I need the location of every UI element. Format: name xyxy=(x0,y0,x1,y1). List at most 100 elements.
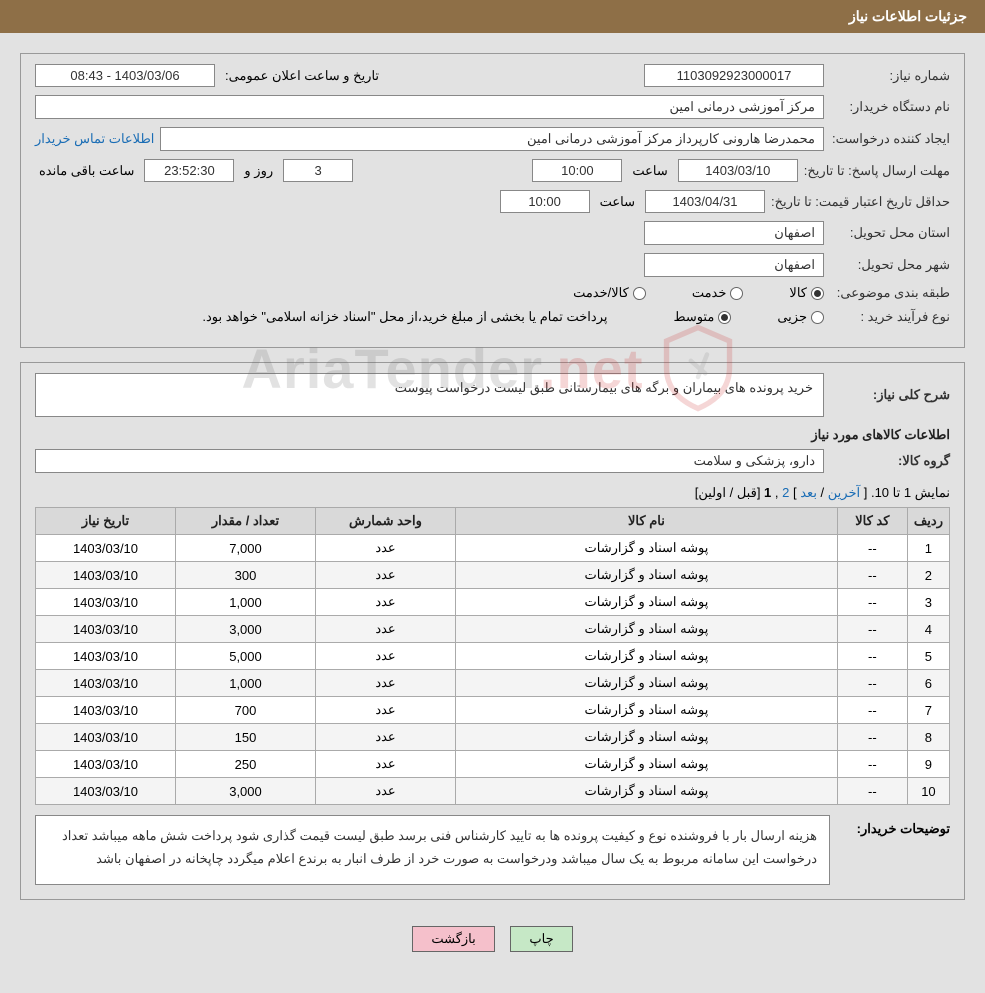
process-partial-radio[interactable]: جزیی xyxy=(777,309,824,325)
table-cell-code: -- xyxy=(837,670,907,697)
table-cell-name: پوشه اسناد و گزارشات xyxy=(456,670,838,697)
table-cell-code: -- xyxy=(837,751,907,778)
table-cell-code: -- xyxy=(837,589,907,616)
hour-label-2: ساعت xyxy=(600,194,635,210)
action-bar: چاپ بازگشت xyxy=(20,914,965,958)
group-label: گروه کالا: xyxy=(830,453,950,469)
hour-label-1: ساعت xyxy=(632,163,667,179)
table-cell-code: -- xyxy=(837,697,907,724)
back-button[interactable]: بازگشت xyxy=(412,926,494,952)
table-cell-name: پوشه اسناد و گزارشات xyxy=(456,562,838,589)
need-panel: شرح کلی نیاز: خرید پرونده های بیماران و … xyxy=(20,362,965,900)
table-cell-unit: عدد xyxy=(316,616,456,643)
process-label: نوع فرآیند خرید : xyxy=(830,309,950,325)
table-cell-n: 6 xyxy=(907,670,949,697)
table-cell-qty: 3,000 xyxy=(176,616,316,643)
pagination-page-1: 1 xyxy=(764,485,771,500)
table-row: 2--پوشه اسناد و گزارشاتعدد3001403/03/10 xyxy=(36,562,950,589)
table-row: 7--پوشه اسناد و گزارشاتعدد7001403/03/10 xyxy=(36,697,950,724)
table-row: 4--پوشه اسناد و گزارشاتعدد3,0001403/03/1… xyxy=(36,616,950,643)
table-cell-qty: 700 xyxy=(176,697,316,724)
requester-label: ایجاد کننده درخواست: xyxy=(830,131,950,147)
table-cell-n: 5 xyxy=(907,643,949,670)
class-goods-service-label: کالا/خدمت xyxy=(573,285,629,301)
table-cell-name: پوشه اسناد و گزارشات xyxy=(456,589,838,616)
radio-icon xyxy=(811,287,824,300)
table-cell-n: 7 xyxy=(907,697,949,724)
min-valid-date: 1403/04/31 xyxy=(645,190,765,213)
class-goods-service-radio[interactable]: کالا/خدمت xyxy=(573,285,646,301)
table-cell-name: پوشه اسناد و گزارشات xyxy=(456,697,838,724)
pagination-prev: قبل xyxy=(737,485,757,500)
province-label: استان محل تحویل: xyxy=(830,225,950,241)
table-row: 10--پوشه اسناد و گزارشاتعدد3,0001403/03/… xyxy=(36,778,950,805)
table-cell-qty: 1,000 xyxy=(176,589,316,616)
table-row: 8--پوشه اسناد و گزارشاتعدد1501403/03/10 xyxy=(36,724,950,751)
remain-suffix: ساعت باقی مانده xyxy=(39,163,134,179)
table-cell-code: -- xyxy=(837,535,907,562)
min-valid-time: 10:00 xyxy=(500,190,590,213)
radio-icon xyxy=(633,287,646,300)
city-label: شهر محل تحویل: xyxy=(830,257,950,273)
table-cell-n: 1 xyxy=(907,535,949,562)
buyer-contact-link[interactable]: اطلاعات تماس خریدار xyxy=(35,131,154,147)
table-cell-code: -- xyxy=(837,643,907,670)
table-cell-code: -- xyxy=(837,562,907,589)
col-row: ردیف xyxy=(907,508,949,535)
table-cell-n: 2 xyxy=(907,562,949,589)
announce-label: تاریخ و ساعت اعلان عمومی: xyxy=(225,68,379,84)
radio-icon xyxy=(811,311,824,324)
table-cell-n: 3 xyxy=(907,589,949,616)
table-cell-qty: 250 xyxy=(176,751,316,778)
table-cell-name: پوشه اسناد و گزارشات xyxy=(456,724,838,751)
table-cell-unit: عدد xyxy=(316,670,456,697)
pagination-next[interactable]: بعد xyxy=(800,485,817,500)
table-cell-qty: 300 xyxy=(176,562,316,589)
col-name: نام کالا xyxy=(456,508,838,535)
table-header-row: ردیف کد کالا نام کالا واحد شمارش تعداد /… xyxy=(36,508,950,535)
deadline-label: مهلت ارسال پاسخ: تا تاریخ: xyxy=(804,163,950,179)
table-cell-unit: عدد xyxy=(316,724,456,751)
table-cell-qty: 1,000 xyxy=(176,670,316,697)
remain-time: 23:52:30 xyxy=(144,159,234,182)
table-cell-date: 1403/03/10 xyxy=(36,589,176,616)
min-valid-label: حداقل تاریخ اعتبار قیمت: تا تاریخ: xyxy=(771,194,950,210)
table-cell-unit: عدد xyxy=(316,751,456,778)
buyer-note-label: توضیحات خریدار: xyxy=(840,815,950,885)
table-cell-date: 1403/03/10 xyxy=(36,562,176,589)
deadline-date: 1403/03/10 xyxy=(678,159,798,182)
table-row: 5--پوشه اسناد و گزارشاتعدد5,0001403/03/1… xyxy=(36,643,950,670)
radio-icon xyxy=(730,287,743,300)
radio-icon xyxy=(718,311,731,324)
group-value: دارو، پزشکی و سلامت xyxy=(35,449,824,473)
info-panel: شماره نیاز: 1103092923000017 تاریخ و ساع… xyxy=(20,53,965,348)
class-goods-radio[interactable]: کالا xyxy=(789,285,824,301)
process-medium-radio[interactable]: متوسط xyxy=(673,309,731,325)
col-unit: واحد شمارش xyxy=(316,508,456,535)
class-service-radio[interactable]: خدمت xyxy=(692,285,744,301)
table-cell-date: 1403/03/10 xyxy=(36,697,176,724)
summary-text: خرید پرونده های بیماران و برگه های بیمار… xyxy=(35,373,824,417)
col-qty: تعداد / مقدار xyxy=(176,508,316,535)
class-service-label: خدمت xyxy=(692,285,727,301)
province-value: اصفهان xyxy=(644,221,824,245)
announce-value: 1403/03/06 - 08:43 xyxy=(35,64,215,87)
pagination-last[interactable]: آخرین xyxy=(828,485,860,500)
table-cell-code: -- xyxy=(837,778,907,805)
table-cell-qty: 3,000 xyxy=(176,778,316,805)
page-title: جزئیات اطلاعات نیاز xyxy=(849,8,967,24)
table-row: 6--پوشه اسناد و گزارشاتعدد1,0001403/03/1… xyxy=(36,670,950,697)
subject-class-group: کالا خدمت کالا/خدمت xyxy=(573,285,824,301)
table-cell-unit: عدد xyxy=(316,643,456,670)
print-button[interactable]: چاپ xyxy=(510,926,572,952)
table-cell-date: 1403/03/10 xyxy=(36,778,176,805)
table-cell-n: 8 xyxy=(907,724,949,751)
table-row: 3--پوشه اسناد و گزارشاتعدد1,0001403/03/1… xyxy=(36,589,950,616)
day-and-label: روز و xyxy=(244,163,273,179)
table-cell-date: 1403/03/10 xyxy=(36,670,176,697)
class-goods-label: کالا xyxy=(789,285,807,301)
table-cell-qty: 5,000 xyxy=(176,643,316,670)
table-cell-name: پوشه اسناد و گزارشات xyxy=(456,643,838,670)
remain-days: 3 xyxy=(283,159,353,182)
subject-class-label: طبقه بندی موضوعی: xyxy=(830,285,950,301)
